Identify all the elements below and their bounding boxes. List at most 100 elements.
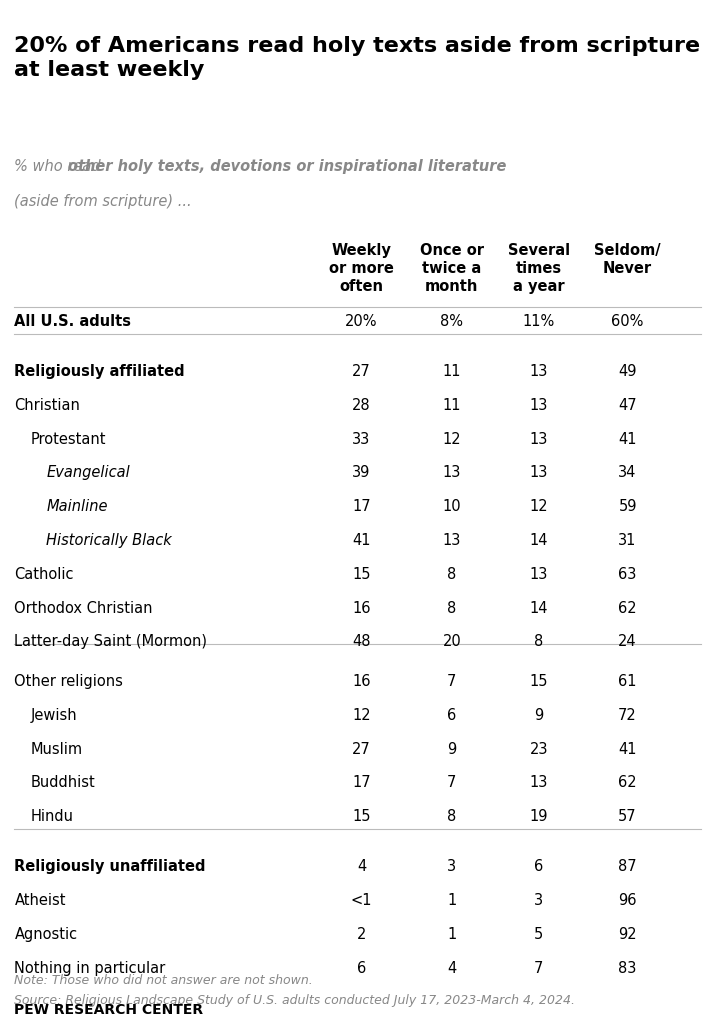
Text: 13: 13 bbox=[529, 465, 548, 481]
Text: 13: 13 bbox=[442, 533, 461, 548]
Text: Agnostic: Agnostic bbox=[14, 927, 77, 942]
Text: Christian: Christian bbox=[14, 398, 80, 413]
Text: 41: 41 bbox=[618, 432, 637, 447]
Text: 9: 9 bbox=[448, 742, 456, 757]
Text: 49: 49 bbox=[618, 364, 637, 380]
Text: 12: 12 bbox=[529, 499, 548, 515]
Text: Mainline: Mainline bbox=[46, 499, 108, 515]
Text: 63: 63 bbox=[618, 567, 637, 582]
Text: 47: 47 bbox=[618, 398, 637, 413]
Text: 27: 27 bbox=[352, 742, 371, 757]
Text: Latter-day Saint (Mormon): Latter-day Saint (Mormon) bbox=[14, 634, 208, 650]
Text: 16: 16 bbox=[352, 601, 371, 616]
Text: Nothing in particular: Nothing in particular bbox=[14, 961, 166, 976]
Text: 9: 9 bbox=[534, 708, 543, 723]
Text: <1: <1 bbox=[351, 893, 372, 908]
Text: 4: 4 bbox=[448, 961, 456, 976]
Text: 60%: 60% bbox=[612, 314, 643, 329]
Text: All U.S. adults: All U.S. adults bbox=[14, 314, 132, 329]
Text: other holy texts, devotions or inspirational literature: other holy texts, devotions or inspirati… bbox=[68, 159, 506, 174]
Text: 7: 7 bbox=[448, 674, 456, 690]
Text: Muslim: Muslim bbox=[30, 742, 82, 757]
Text: 39: 39 bbox=[352, 465, 371, 481]
Text: Seldom/
Never: Seldom/ Never bbox=[594, 243, 661, 276]
Text: 24: 24 bbox=[618, 634, 637, 650]
Text: 16: 16 bbox=[352, 674, 371, 690]
Text: (aside from scripture) ...: (aside from scripture) ... bbox=[14, 194, 192, 210]
Text: Religiously affiliated: Religiously affiliated bbox=[14, 364, 185, 380]
Text: 41: 41 bbox=[618, 742, 637, 757]
Text: 8%: 8% bbox=[440, 314, 463, 329]
Text: 12: 12 bbox=[352, 708, 371, 723]
Text: 62: 62 bbox=[618, 601, 637, 616]
Text: Catholic: Catholic bbox=[14, 567, 74, 582]
Text: 20: 20 bbox=[442, 634, 461, 650]
Text: 15: 15 bbox=[352, 809, 371, 825]
Text: Once or
twice a
month: Once or twice a month bbox=[420, 243, 484, 295]
Text: 6: 6 bbox=[534, 859, 543, 875]
Text: 11: 11 bbox=[442, 364, 461, 380]
Text: 61: 61 bbox=[618, 674, 637, 690]
Text: 27: 27 bbox=[352, 364, 371, 380]
Text: 14: 14 bbox=[529, 601, 548, 616]
Text: Note: Those who did not answer are not shown.: Note: Those who did not answer are not s… bbox=[14, 974, 313, 987]
Text: 13: 13 bbox=[529, 567, 548, 582]
Text: 7: 7 bbox=[534, 961, 543, 976]
Text: 11: 11 bbox=[442, 398, 461, 413]
Text: Evangelical: Evangelical bbox=[46, 465, 130, 481]
Text: 2: 2 bbox=[357, 927, 366, 942]
Text: Jewish: Jewish bbox=[30, 708, 77, 723]
Text: PEW RESEARCH CENTER: PEW RESEARCH CENTER bbox=[14, 1003, 204, 1017]
Text: Orthodox Christian: Orthodox Christian bbox=[14, 601, 153, 616]
Text: 62: 62 bbox=[618, 775, 637, 791]
Text: 13: 13 bbox=[442, 465, 461, 481]
Text: 17: 17 bbox=[352, 775, 371, 791]
Text: 8: 8 bbox=[448, 601, 456, 616]
Text: 83: 83 bbox=[618, 961, 637, 976]
Text: 48: 48 bbox=[352, 634, 371, 650]
Text: 11%: 11% bbox=[523, 314, 555, 329]
Text: 4: 4 bbox=[357, 859, 366, 875]
Text: 3: 3 bbox=[534, 893, 543, 908]
Text: 96: 96 bbox=[618, 893, 637, 908]
Text: Historically Black: Historically Black bbox=[46, 533, 172, 548]
Text: Several
times
a year: Several times a year bbox=[508, 243, 570, 295]
Text: 8: 8 bbox=[534, 634, 543, 650]
Text: Source: Religious Landscape Study of U.S. adults conducted July 17, 2023-March 4: Source: Religious Landscape Study of U.S… bbox=[14, 994, 576, 1008]
Text: Buddhist: Buddhist bbox=[30, 775, 95, 791]
Text: 14: 14 bbox=[529, 533, 548, 548]
Text: 59: 59 bbox=[618, 499, 637, 515]
Text: Protestant: Protestant bbox=[30, 432, 106, 447]
Text: 6: 6 bbox=[357, 961, 366, 976]
Text: 41: 41 bbox=[352, 533, 371, 548]
Text: 23: 23 bbox=[529, 742, 548, 757]
Text: 15: 15 bbox=[352, 567, 371, 582]
Text: 87: 87 bbox=[618, 859, 637, 875]
Text: 31: 31 bbox=[618, 533, 637, 548]
Text: 13: 13 bbox=[529, 432, 548, 447]
Text: Religiously unaffiliated: Religiously unaffiliated bbox=[14, 859, 206, 875]
Text: 1: 1 bbox=[448, 893, 456, 908]
Text: 10: 10 bbox=[442, 499, 461, 515]
Text: 8: 8 bbox=[448, 567, 456, 582]
Text: 13: 13 bbox=[529, 364, 548, 380]
Text: 5: 5 bbox=[534, 927, 543, 942]
Text: Hindu: Hindu bbox=[30, 809, 73, 825]
Text: 34: 34 bbox=[618, 465, 637, 481]
Text: 7: 7 bbox=[448, 775, 456, 791]
Text: 57: 57 bbox=[618, 809, 637, 825]
Text: 12: 12 bbox=[442, 432, 461, 447]
Text: Other religions: Other religions bbox=[14, 674, 124, 690]
Text: 72: 72 bbox=[618, 708, 637, 723]
Text: 8: 8 bbox=[448, 809, 456, 825]
Text: 92: 92 bbox=[618, 927, 637, 942]
Text: 20%: 20% bbox=[346, 314, 377, 329]
Text: 1: 1 bbox=[448, 927, 456, 942]
Text: 19: 19 bbox=[529, 809, 548, 825]
Text: 33: 33 bbox=[352, 432, 371, 447]
Text: % who read: % who read bbox=[14, 159, 106, 174]
Text: 13: 13 bbox=[529, 398, 548, 413]
Text: 15: 15 bbox=[529, 674, 548, 690]
Text: 28: 28 bbox=[352, 398, 371, 413]
Text: 3: 3 bbox=[448, 859, 456, 875]
